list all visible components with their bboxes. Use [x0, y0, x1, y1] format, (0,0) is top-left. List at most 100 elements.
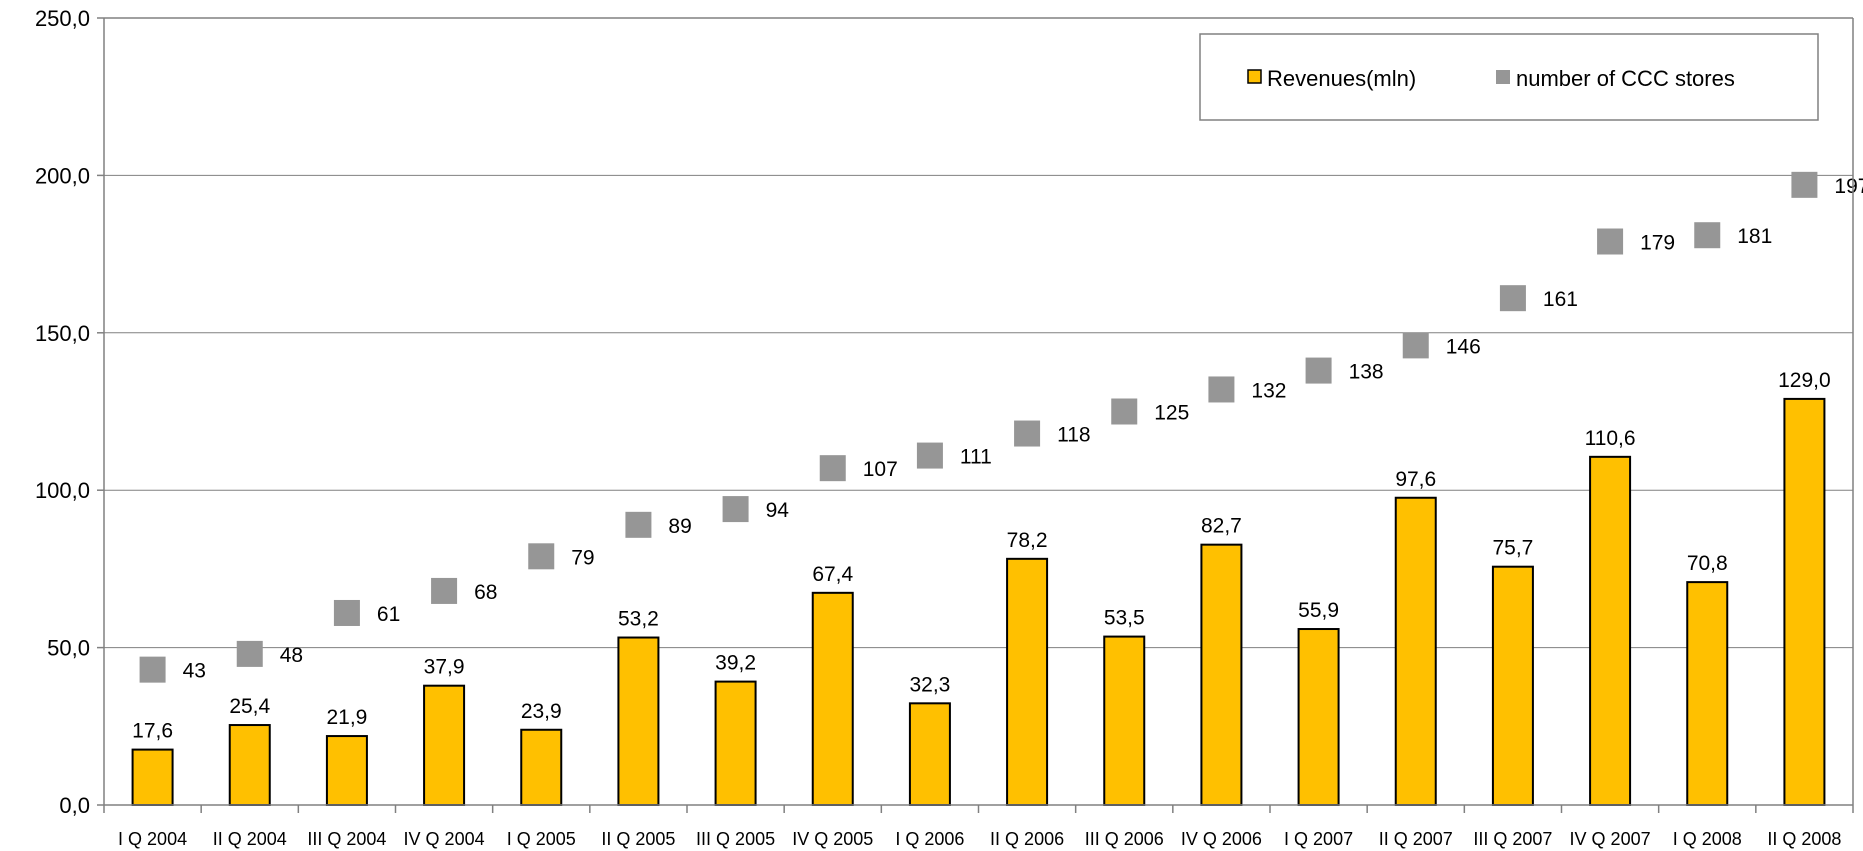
x-category-label: III Q 2005 [696, 829, 775, 849]
legend-revenue-swatch [1247, 69, 1262, 84]
revenue-bar-label: 25,4 [229, 695, 270, 718]
revenue-bar [423, 684, 466, 806]
revenue-bar [908, 702, 951, 806]
legend-stores-swatch [1496, 70, 1510, 84]
y-tick-label: 100,0 [35, 478, 90, 503]
revenue-bar [1297, 628, 1340, 806]
x-category-label: III Q 2007 [1473, 829, 1552, 849]
store-point [722, 496, 749, 523]
revenue-bar-label: 70,8 [1687, 552, 1728, 575]
store-point-labels: 43 48 61 68 79 89 94 107 111 118 125 132 138 146 161 17… [183, 175, 1863, 683]
y-tick-label: 250,0 [35, 6, 90, 31]
store-point-label: 111 [960, 446, 992, 469]
store-point [819, 455, 846, 482]
y-tick-label: 0,0 [59, 793, 90, 818]
x-category-label: I Q 2008 [1673, 829, 1742, 849]
y-tick-label: 200,0 [35, 163, 90, 188]
revenue-bar-labels: 17,6 25,4 21,9 37,9 23,9 53,2 39,2 67,4 32,3 78,2… [132, 369, 1831, 743]
revenue-bar-label: 67,4 [812, 563, 853, 586]
store-point [1694, 222, 1721, 249]
x-category-label: I Q 2005 [507, 829, 576, 849]
store-point-label: 161 [1543, 288, 1578, 311]
revenue-bar [617, 636, 660, 807]
revenue-bar-label: 55,9 [1298, 599, 1339, 622]
store-point-label: 146 [1446, 335, 1481, 358]
revenue-bar [1783, 397, 1826, 806]
store-point-label: 118 [1057, 424, 1090, 447]
revenue-bar [1394, 496, 1437, 806]
store-point-label: 125 [1154, 402, 1189, 425]
store-point-label: 132 [1251, 379, 1286, 402]
x-category-label: IV Q 2007 [1570, 829, 1651, 849]
x-category-label: IV Q 2005 [792, 829, 873, 849]
x-category-label: III Q 2006 [1085, 829, 1164, 849]
store-point [431, 577, 458, 604]
revenue-bar [1686, 581, 1729, 806]
x-category-label: II Q 2007 [1379, 829, 1453, 849]
x-category-label: IV Q 2004 [404, 829, 485, 849]
revenue-bar-label: 21,9 [326, 706, 367, 729]
revenue-bar [1006, 557, 1049, 807]
legend-revenue-label: Revenues(mln) [1267, 66, 1416, 91]
revenue-bar-label: 75,7 [1492, 537, 1533, 560]
x-category-label: II Q 2005 [601, 829, 675, 849]
x-category-label: IV Q 2006 [1181, 829, 1262, 849]
store-point-label: 89 [668, 515, 691, 538]
store-point [1111, 398, 1138, 425]
revenue-bar-label: 53,2 [618, 608, 659, 631]
revenue-bar-label: 53,5 [1104, 607, 1145, 630]
store-point [1305, 357, 1332, 384]
revenue-bar-label: 78,2 [1007, 529, 1048, 552]
store-point [916, 442, 943, 469]
x-category-label: III Q 2004 [307, 829, 386, 849]
store-point-label: 43 [183, 660, 206, 683]
revenue-bar-label: 37,9 [424, 656, 465, 679]
revenue-bar-label: 39,2 [715, 652, 756, 675]
revenue-bar [325, 735, 368, 806]
store-point [1014, 420, 1041, 447]
x-category-label: I Q 2007 [1284, 829, 1353, 849]
store-point-label: 181 [1737, 225, 1772, 248]
store-point-label: 79 [571, 546, 594, 569]
revenue-bar [520, 728, 563, 807]
x-category-label: I Q 2004 [118, 829, 187, 849]
revenue-bar-label: 129,0 [1778, 369, 1831, 392]
revenue-bar-label: 17,6 [132, 720, 173, 743]
revenue-bar [131, 748, 174, 807]
store-point-label: 179 [1640, 232, 1675, 255]
legend-stores-label: number of CCC stores [1516, 66, 1735, 91]
revenue-bar [1200, 543, 1243, 806]
x-category-label: II Q 2008 [1767, 829, 1841, 849]
store-points [139, 171, 1818, 683]
x-category-label: I Q 2006 [895, 829, 964, 849]
store-point [1499, 285, 1526, 312]
y-tick-label: 150,0 [35, 321, 90, 346]
store-point-label: 94 [766, 499, 790, 522]
store-point-label: 48 [280, 644, 303, 667]
revenue-bar [1589, 455, 1632, 806]
store-point [625, 511, 652, 538]
store-point-label: 197 [1834, 175, 1863, 198]
store-point-label: 68 [474, 581, 497, 604]
legend: Revenues(mln) number of CCC stores [1199, 33, 1819, 121]
store-point [139, 656, 166, 683]
store-point-label: 61 [377, 603, 400, 626]
x-category-label: II Q 2004 [213, 829, 287, 849]
store-point [1402, 332, 1429, 359]
store-point-label: 107 [863, 458, 898, 481]
store-point [1791, 171, 1818, 198]
revenue-bar [811, 591, 854, 807]
revenue-bar [1491, 565, 1534, 807]
revenue-bar-label: 110,6 [1585, 427, 1636, 450]
store-point [1597, 228, 1624, 255]
revenue-bar [228, 724, 271, 806]
x-axis-categories: I Q 2004 II Q 2004 III Q 2004 IV Q 2004 I Q … [118, 829, 1841, 849]
store-point [333, 599, 360, 626]
y-axis-ticks: 0,0 50,0 100,0 150,0 200,0 250,0 [35, 6, 90, 818]
store-point-label: 138 [1349, 361, 1384, 384]
revenue-bar-label: 97,6 [1395, 468, 1436, 491]
revenue-bar-label: 32,3 [909, 673, 950, 696]
revenue-bar-label: 82,7 [1201, 515, 1242, 538]
x-category-label: II Q 2006 [990, 829, 1064, 849]
